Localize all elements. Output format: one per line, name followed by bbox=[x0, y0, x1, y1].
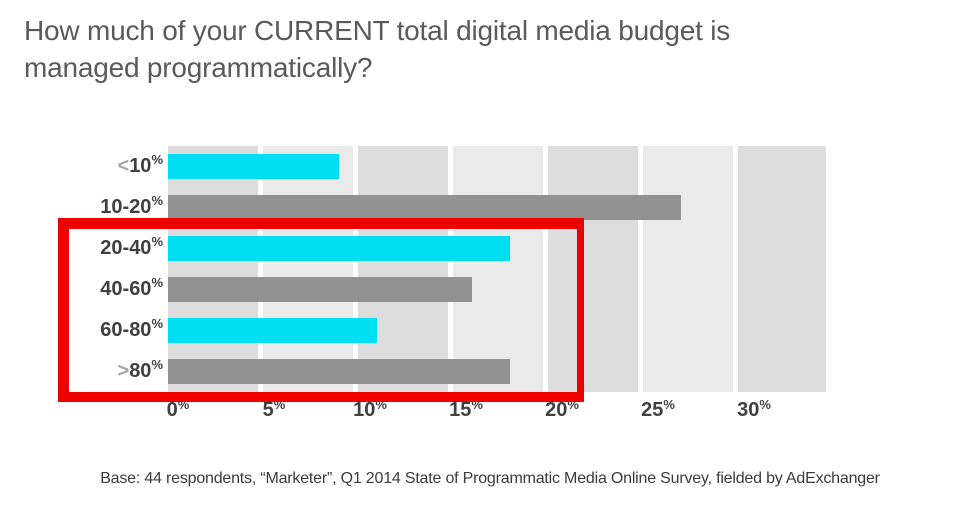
less-than-sign: < bbox=[117, 155, 130, 177]
category-label: 10-20% bbox=[100, 193, 163, 218]
x-axis-tick: 10% bbox=[353, 397, 387, 421]
category-label: 60-80% bbox=[100, 316, 163, 341]
x-axis-tick: 25% bbox=[641, 397, 675, 421]
x-axis: 0% 5% 10% 15% 20% 25% 30% bbox=[166, 397, 888, 427]
y-axis-category-labels: <10% 10-20% 20-40% 40-60% 60-80% >80% bbox=[0, 146, 163, 392]
chart-title-line-1: How much of your CURRENT total digital m… bbox=[24, 15, 731, 46]
category-label: 20-40% bbox=[100, 234, 163, 259]
bar bbox=[168, 236, 510, 261]
bar bbox=[168, 277, 472, 302]
greater-than-sign: > bbox=[117, 360, 130, 382]
bar bbox=[168, 359, 510, 384]
category-label: >80% bbox=[117, 357, 164, 382]
bar-row bbox=[168, 228, 826, 269]
bar bbox=[168, 154, 339, 179]
bar-row bbox=[168, 146, 826, 187]
category-label: 40-60% bbox=[100, 275, 163, 300]
source-note: Base: 44 respondents, “Marketer”, Q1 201… bbox=[100, 470, 880, 487]
bar bbox=[168, 195, 681, 220]
x-axis-tick: 15% bbox=[449, 397, 483, 421]
bar-row bbox=[168, 310, 826, 351]
x-axis-tick: 5% bbox=[262, 397, 286, 421]
chart-title: How much of your CURRENT total digital m… bbox=[24, 12, 730, 86]
x-axis-tick: 0% bbox=[166, 397, 190, 421]
bar-row bbox=[168, 351, 826, 392]
x-axis-tick: 20% bbox=[545, 397, 579, 421]
chart-title-line-2: managed programmatically? bbox=[24, 52, 373, 83]
category-label: <10% bbox=[117, 152, 164, 177]
bar-row bbox=[168, 187, 826, 228]
highlight-rectangle bbox=[58, 218, 584, 402]
bar-row bbox=[168, 269, 826, 310]
bar bbox=[168, 318, 377, 343]
x-axis-tick: 30% bbox=[737, 397, 771, 421]
plot-area bbox=[168, 146, 826, 392]
